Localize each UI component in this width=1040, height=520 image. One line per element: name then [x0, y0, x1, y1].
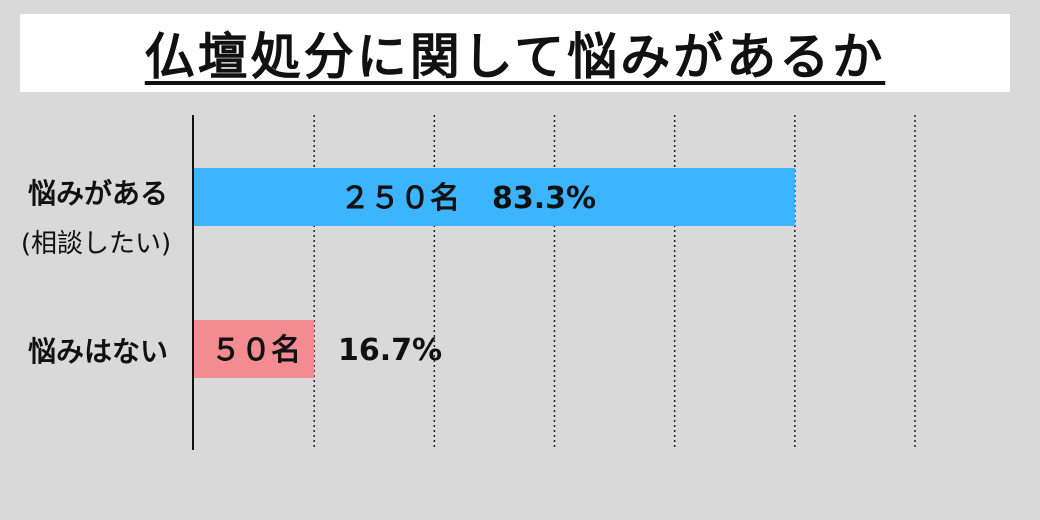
- chart-title: 仏壇処分に関して悩みがあるか: [144, 28, 886, 86]
- category-label: 悩みがある: [28, 177, 168, 210]
- count-label: ５０名: [211, 333, 301, 368]
- category-sublabel: (相談したい): [21, 229, 171, 259]
- bar: [194, 320, 315, 378]
- bar: [194, 168, 795, 226]
- percent-label: 16.7%: [338, 333, 442, 368]
- percent-label: 83.3%: [492, 181, 596, 216]
- count-label: ２５０名: [340, 181, 460, 216]
- category-label: 悩みはない: [28, 335, 168, 368]
- title-box: 仏壇処分に関して悩みがあるか: [20, 14, 1010, 92]
